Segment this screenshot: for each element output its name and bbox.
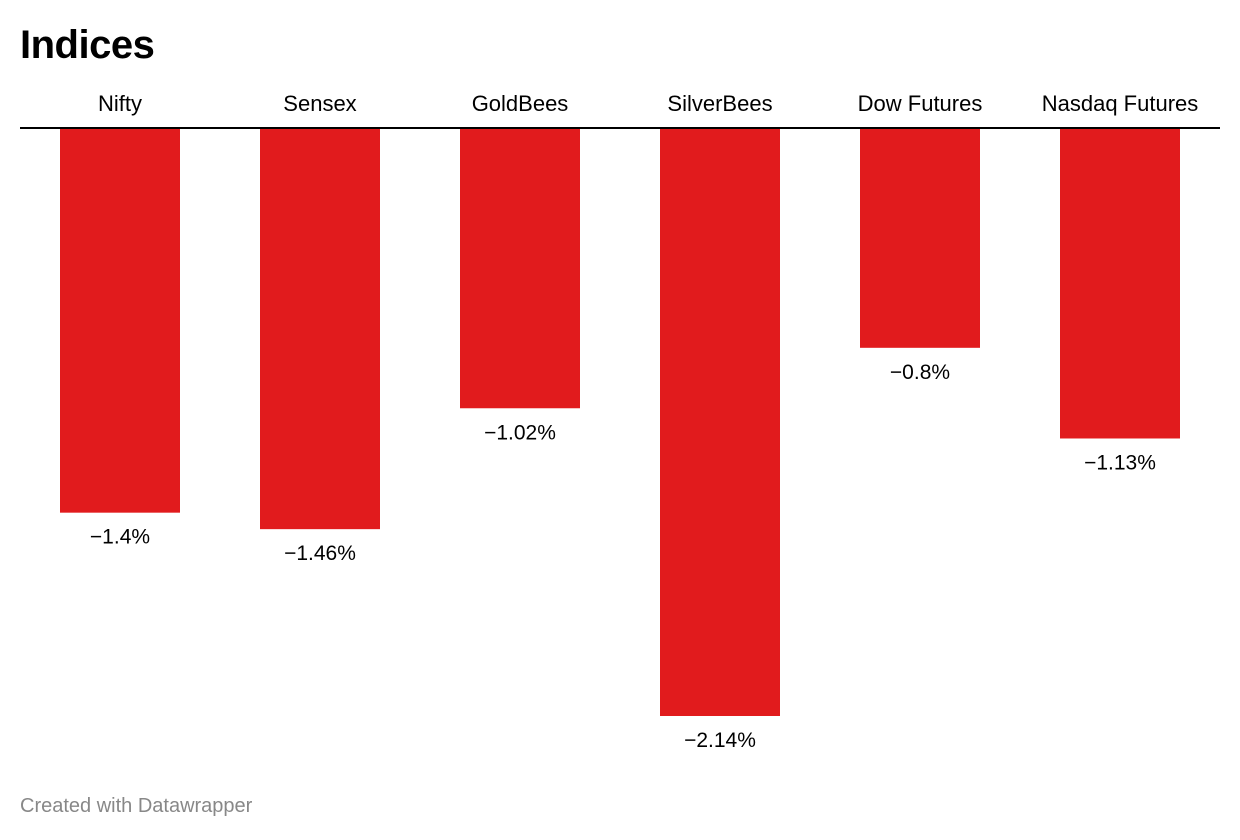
category-label: Nasdaq Futures: [1042, 91, 1199, 116]
bar-silverbees: [660, 128, 780, 716]
category-label: SilverBees: [667, 91, 772, 116]
category-label: Sensex: [283, 91, 356, 116]
bars-layer: [60, 128, 1180, 716]
bar-nasdaq-futures: [1060, 128, 1180, 439]
value-label: −1.02%: [484, 421, 556, 444]
bar-goldbees: [460, 128, 580, 409]
category-label: Nifty: [98, 91, 142, 116]
value-label: −1.46%: [284, 542, 356, 565]
value-labels-layer: −1.4% −1.46% −1.02% −2.14% −0.8% −1.13%: [90, 361, 1156, 752]
value-label: −1.13%: [1084, 451, 1156, 474]
value-label: −2.14%: [684, 729, 756, 752]
category-label: Dow Futures: [858, 91, 983, 116]
footer-credit: Created with Datawrapper: [20, 795, 253, 817]
value-label: −0.8%: [890, 361, 950, 384]
bar-nifty: [60, 128, 180, 513]
category-labels-layer: Nifty Sensex GoldBees SilverBees Dow Futures…: [98, 91, 1198, 116]
category-label: GoldBees: [472, 91, 569, 116]
bar-sensex: [260, 128, 380, 530]
value-label: −1.4%: [90, 526, 150, 549]
bar-dow-futures: [860, 128, 980, 348]
chart-title: Indices: [20, 23, 155, 67]
